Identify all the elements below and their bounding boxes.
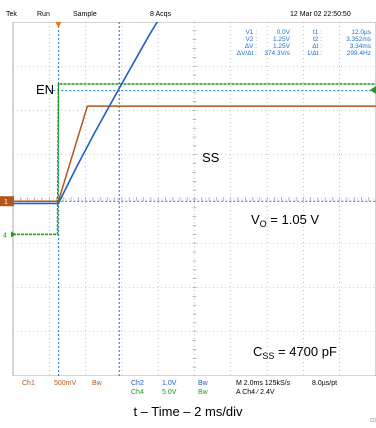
ch4-marker-label: 4 <box>3 232 7 239</box>
t1-value: 12.0µs <box>351 29 371 36</box>
dt-value: 3.34ms <box>350 43 372 50</box>
timestamp: 12 Mar 02 22:50:50 <box>290 11 351 18</box>
sample-interval: 8.0µs/pt <box>312 380 338 387</box>
v2-label: V2 : <box>245 36 257 43</box>
inv-dt-value: 299.4Hz <box>347 50 371 57</box>
inv-dt-label: 1/Δt : <box>307 50 322 57</box>
trace-ch1 <box>13 105 376 202</box>
ch2-bw: Bw <box>198 380 208 387</box>
ch4-bw: Bw <box>198 389 208 396</box>
acquisition-mode: Sample <box>73 11 97 18</box>
trace-ch2 <box>13 22 159 205</box>
dt-label: Δt : <box>312 43 322 50</box>
channel-settings: Ch1 500mV Bw Ch2 1.0V Bw Ch4 5.0V Bw M 2… <box>0 376 376 404</box>
ss-label: SS <box>202 150 220 165</box>
scope-display: 41 V1 : 0.0V V2 : 1.25V ΔV : 1.25V ΔV/Δt… <box>0 22 376 376</box>
trigger-setting: A Ch4 ⁄ 2.4V <box>236 389 275 396</box>
timebase: M 2.0ms 125kS/s <box>236 380 291 387</box>
ch4-offscreen-arrow-icon <box>370 86 376 94</box>
channel-markers: 41 <box>0 22 62 239</box>
ch2-scale: 1.0V <box>162 380 177 387</box>
css-label: CSS = 4700 pF <box>253 344 337 361</box>
scope-graticule <box>12 22 376 376</box>
v2-value: 1.25V <box>273 36 291 43</box>
ch4-name: Ch4 <box>131 389 144 396</box>
x-axis-caption: t – Time – 2 ms/div <box>133 404 243 419</box>
cursor-readout: V1 : 0.0V V2 : 1.25V ΔV : 1.25V ΔV/Δt : … <box>237 29 372 57</box>
acquisition-count: 8 Acqs <box>150 11 172 18</box>
t2-label: t2 : <box>313 36 322 43</box>
ch1-ground-marker-icon <box>0 196 14 207</box>
dv-value: 1.25V <box>273 43 291 50</box>
cursor-lines <box>49 22 376 376</box>
dv-label: ΔV : <box>245 43 257 50</box>
vo-label: VO = 1.05 V <box>251 212 319 229</box>
ch2-name: Ch2 <box>131 380 144 387</box>
run-status: Run <box>37 11 50 18</box>
trigger-position-icon <box>55 22 62 28</box>
waveform-traces <box>13 22 376 236</box>
ch4-scale: 5.0V <box>162 389 177 396</box>
trace-ch4 <box>13 83 376 236</box>
t2-value: 3.352ms <box>346 36 372 43</box>
ch1-bw: Bw <box>92 380 102 387</box>
en-label: EN <box>36 82 54 97</box>
dvdt-label: ΔV/Δt : <box>237 50 257 57</box>
v1-value: 0.0V <box>277 29 291 36</box>
ch1-name: Ch1 <box>22 380 35 387</box>
corner-text: C0 <box>369 418 376 424</box>
ch1-scale: 500mV <box>54 380 77 387</box>
ch1-marker-label: 1 <box>4 199 8 206</box>
brand-label: Tek <box>6 11 17 18</box>
ch4-ground-marker-icon <box>11 231 16 238</box>
dvdt-value: 374.3V/s <box>264 50 290 57</box>
t1-label: t1 : <box>313 29 322 36</box>
v1-label: V1 : <box>245 29 257 36</box>
scope-header: Tek Run Sample 8 Acqs 12 Mar 02 22:50:50 <box>0 0 376 22</box>
